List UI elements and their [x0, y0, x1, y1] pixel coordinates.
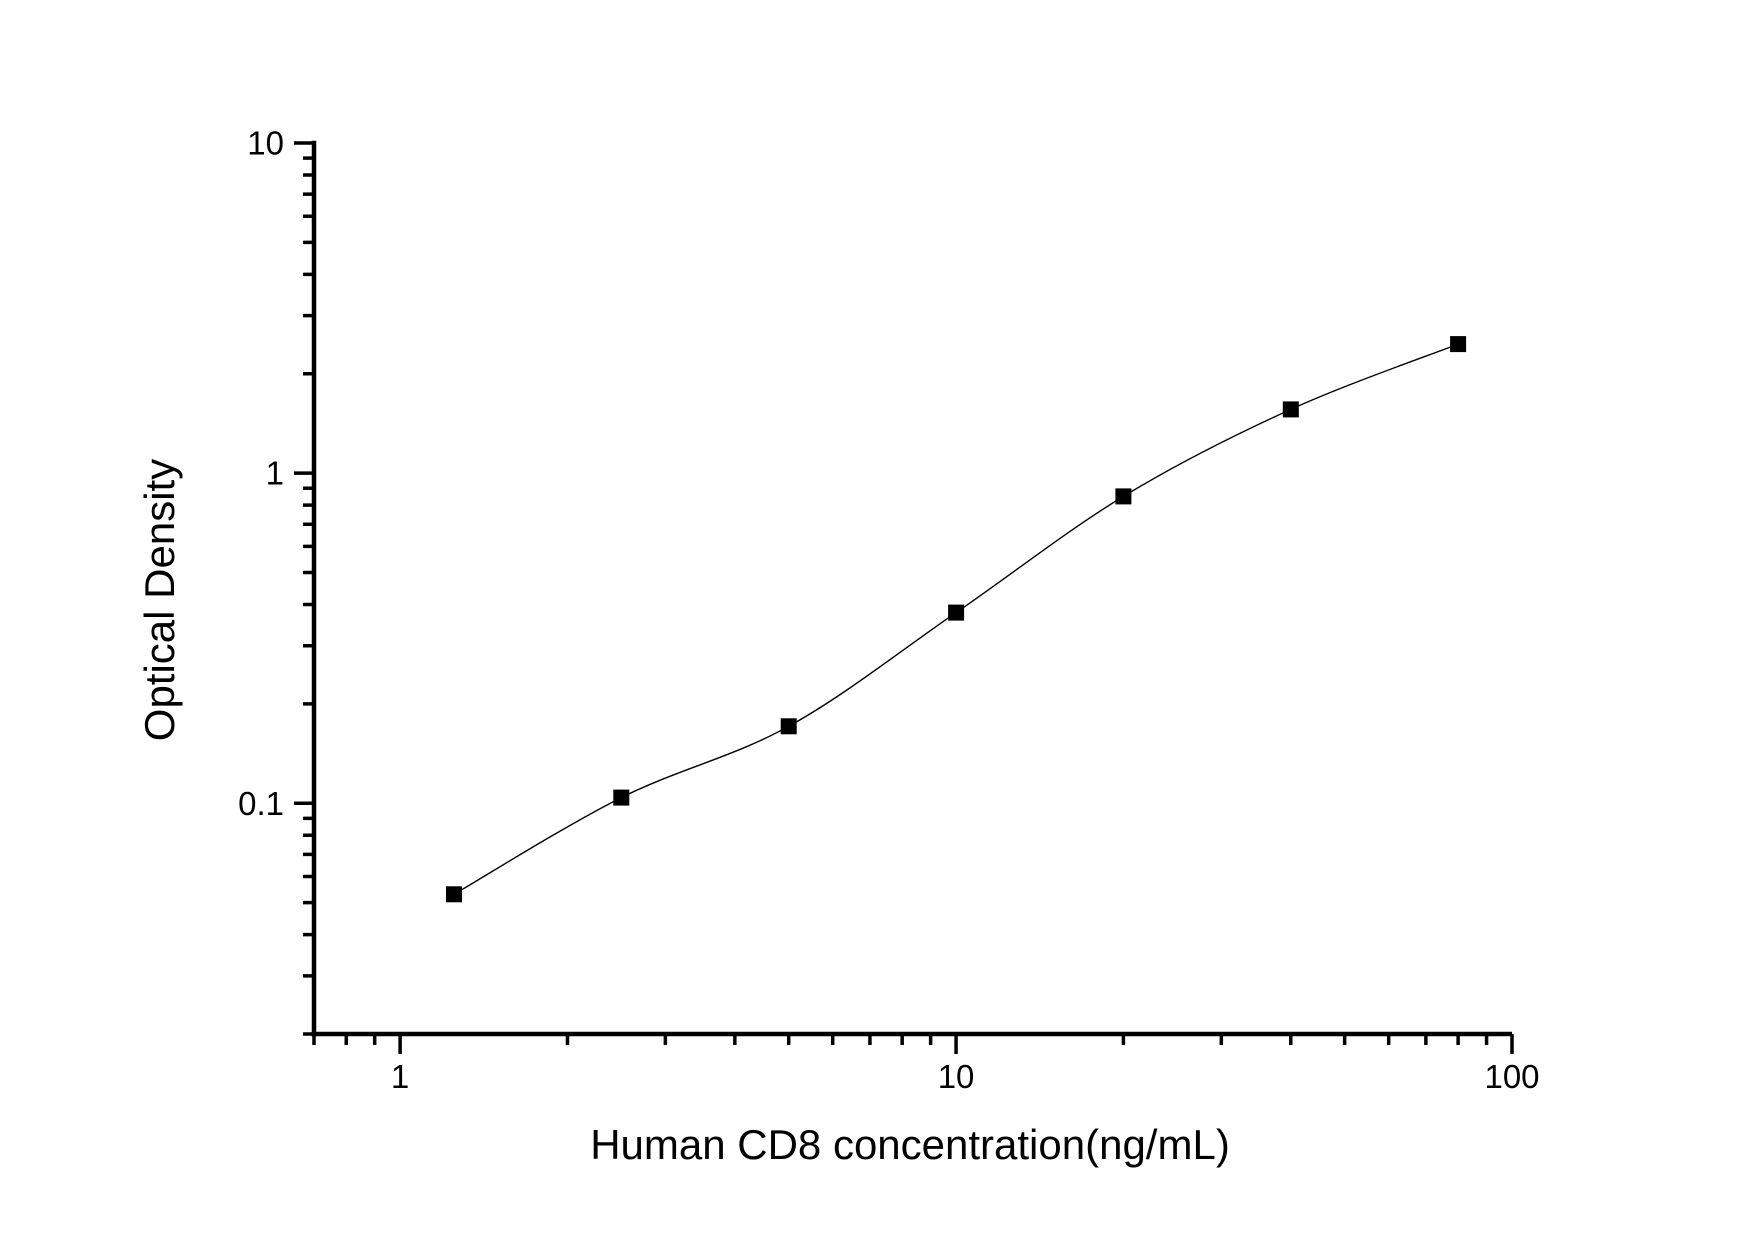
y-tick-label-0-1: 0.1 — [238, 785, 284, 822]
data-point-marker — [1282, 401, 1299, 418]
x-tick-label-100: 100 — [1484, 1058, 1539, 1095]
data-point-marker — [948, 604, 965, 621]
data-point-marker — [780, 718, 797, 735]
y-axis-title: Optical Density — [136, 458, 183, 742]
data-point-marker — [1450, 336, 1467, 353]
x-tick-label-10: 10 — [938, 1058, 975, 1095]
data-point-marker — [613, 789, 630, 806]
x-axis-title: Human CD8 concentration(ng/mL) — [590, 1121, 1230, 1168]
y-tick-label-10: 10 — [247, 125, 284, 162]
data-point-marker — [1115, 488, 1132, 505]
data-point-marker — [446, 886, 462, 903]
y-tick-label-1: 1 — [266, 455, 284, 492]
x-tick-label-1: 1 — [391, 1058, 409, 1095]
